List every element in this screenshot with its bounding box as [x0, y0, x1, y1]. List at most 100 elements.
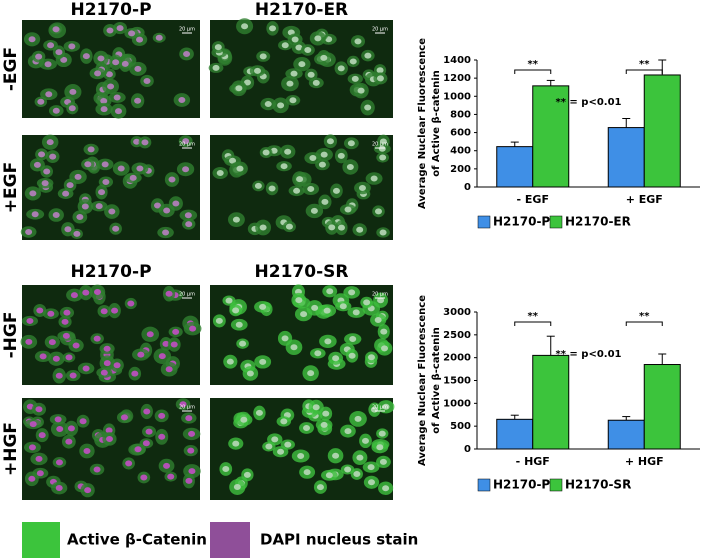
y-tick-label: 3000	[443, 307, 471, 318]
nucleus	[163, 462, 171, 469]
column-header: H2170-ER	[255, 0, 348, 20]
y-tick-label: 1500	[443, 376, 471, 387]
nucleus	[309, 155, 317, 162]
nucleus	[55, 49, 63, 56]
nucleus	[97, 55, 105, 62]
nucleus	[37, 98, 45, 105]
nucleus	[284, 441, 292, 448]
nucleus	[381, 345, 389, 352]
nucleus	[232, 440, 240, 447]
nucleus	[158, 412, 166, 419]
nucleus	[353, 470, 361, 477]
nucleus	[337, 224, 345, 231]
nucleus	[48, 339, 56, 346]
nucleus	[240, 416, 248, 423]
significance-bracket	[625, 69, 663, 74]
nucleus	[352, 309, 360, 316]
nucleus	[232, 307, 240, 314]
nucleus	[108, 208, 116, 215]
nucleus	[344, 206, 352, 213]
nucleus	[29, 421, 37, 428]
nucleus	[143, 77, 151, 84]
nucleus	[358, 184, 366, 191]
nucleus	[303, 424, 311, 431]
nucleus	[364, 52, 372, 59]
nucleus	[153, 202, 161, 209]
nucleus	[367, 464, 375, 471]
nucleus	[170, 341, 178, 348]
nucleus	[117, 165, 125, 172]
nucleus	[295, 44, 303, 51]
nucleus	[379, 229, 387, 236]
nucleus	[289, 97, 297, 104]
nucleus	[262, 149, 270, 156]
nucleus	[320, 151, 328, 158]
nucleus	[370, 175, 378, 182]
nucleus	[351, 75, 359, 82]
nucleus	[356, 226, 364, 233]
nucleus	[158, 433, 166, 440]
nucleus	[47, 310, 55, 317]
nucleus	[255, 409, 263, 416]
nucleus	[125, 460, 133, 467]
nucleus	[379, 458, 387, 465]
nucleus	[307, 370, 315, 377]
nucleus	[43, 168, 51, 175]
nucleus	[162, 340, 170, 347]
nucleus	[312, 79, 320, 86]
nucleus	[226, 358, 234, 365]
nucleus	[182, 166, 190, 173]
nucleus	[232, 216, 240, 223]
column-header: H2170-SR	[255, 262, 349, 282]
y-tick-label: 400	[450, 146, 471, 157]
nucleus	[101, 161, 109, 168]
nucleus	[82, 365, 90, 372]
nucleus	[379, 154, 387, 161]
nucleus	[60, 56, 68, 63]
nucleus	[363, 299, 371, 306]
nucleus	[314, 350, 322, 357]
nucleus	[114, 108, 122, 115]
nucleus	[113, 362, 121, 369]
nucleus	[121, 60, 129, 67]
legend-swatch	[549, 215, 563, 229]
nucleus	[29, 190, 37, 197]
y-tick-label: 1200	[443, 73, 471, 84]
nucleus	[291, 36, 299, 43]
nucleus	[241, 23, 249, 30]
nucleus	[127, 300, 135, 307]
bar	[496, 146, 534, 188]
significance-bracket	[625, 321, 663, 326]
nucleus	[120, 414, 128, 421]
nucleus	[233, 484, 241, 491]
nucleus	[325, 472, 333, 479]
nucleus	[322, 410, 330, 417]
nucleus	[277, 448, 285, 455]
nucleus	[103, 360, 111, 367]
nucleus	[134, 446, 142, 453]
nucleus	[100, 369, 108, 376]
nucleus	[376, 75, 384, 82]
nucleus	[178, 96, 186, 103]
nucleus	[310, 207, 318, 214]
nucleus	[83, 448, 91, 455]
nucleus	[93, 466, 101, 473]
nucleus	[303, 469, 311, 476]
scale-label: 20 µm	[372, 27, 388, 33]
bar	[496, 418, 534, 450]
nucleus	[254, 182, 262, 189]
nucleus	[52, 26, 60, 33]
nucleus	[344, 466, 352, 473]
nucleus	[280, 163, 288, 170]
nucleus	[185, 221, 193, 228]
nucleus	[290, 70, 298, 77]
nucleus	[290, 344, 298, 351]
y-tick-label: 1400	[443, 55, 471, 66]
nucleus	[155, 34, 163, 41]
nucleus	[259, 224, 267, 231]
nucleus	[38, 432, 46, 439]
nucleus	[112, 225, 120, 232]
nucleus	[137, 351, 145, 358]
nucleus	[222, 466, 230, 473]
stain-swatch	[210, 522, 250, 558]
